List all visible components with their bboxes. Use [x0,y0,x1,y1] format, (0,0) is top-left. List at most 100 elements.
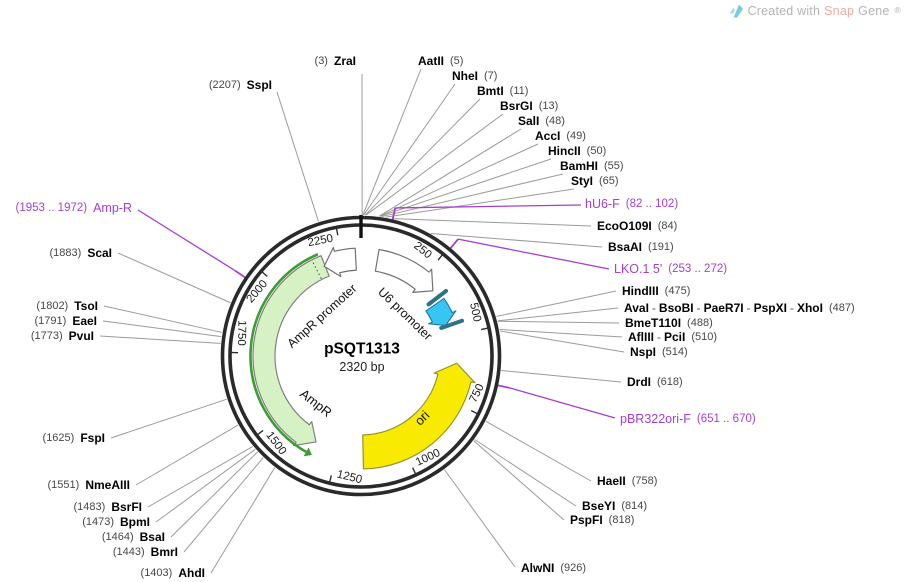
enzyme-leader-line [444,469,516,568]
watermark-brand-gene: Gene [858,4,890,18]
enzyme-label[interactable]: (1802) TsoI [36,299,98,313]
enzyme-label[interactable]: HaeII (758) [597,474,657,488]
enzyme-label[interactable]: (1773) PvuI [31,329,94,343]
enzyme-label[interactable]: HincII (50) [548,144,606,158]
enzyme-leader-line [381,173,564,218]
enzyme-leader-line [117,252,231,304]
enzyme-leader-line [430,232,603,248]
enzyme-leader-line [379,143,539,217]
enzyme-leader-line [155,448,256,523]
primer-leader-line [137,209,236,272]
feature-label-u6-promoter[interactable]: U6 promoter [375,285,435,343]
plasmid-size: 2320 bp [339,360,384,374]
enzyme-label[interactable]: NheI (7) [452,69,497,83]
enzyme-label[interactable]: (1443) BmrI [113,545,178,559]
enzyme-leader-line [497,320,620,324]
insert-boundary-mark [426,289,449,307]
enzyme-label[interactable]: (1883) ScaI [50,246,112,260]
bp-tick-label: 2250 [307,233,334,250]
enzyme-label[interactable]: (1551) NmeAIII [48,478,130,492]
enzyme-leader-line [497,307,619,322]
enzyme-leader-line [474,439,577,507]
bp-tick-label: 1250 [336,469,364,487]
enzyme-label[interactable]: AflIII - PciI (510) [628,330,717,344]
enzyme-leader-line [276,91,319,222]
enzyme-label[interactable]: AatII (5) [418,54,463,68]
primer-leader-line [458,238,610,270]
feature-label-ampr-cds[interactable]: AmpR [297,386,335,420]
primer-hook [234,269,246,279]
bp-tick [328,475,332,484]
enzyme-leader-line [147,445,254,508]
enzyme-label[interactable]: PspFI (818) [570,513,634,527]
bp-tick [255,429,264,437]
feature-u6-promoter[interactable] [374,248,434,293]
bp-tick [260,270,268,277]
enzyme-label[interactable]: HindIII (475) [622,284,690,298]
enzyme-label[interactable]: NspI (514) [630,345,688,359]
enzyme-label[interactable]: AccI (49) [535,129,586,143]
enzyme-leader-line [183,457,264,553]
enzyme-leader-line [363,83,456,216]
enzyme-label[interactable]: AlwNI (926) [521,561,586,575]
enzyme-leader-line [501,369,622,383]
enzyme-leader-line [473,440,565,521]
feature-ampr-promoter[interactable] [323,246,357,278]
snapgene-logo-icon [729,4,743,18]
primer-hook [497,384,510,389]
primer-label[interactable]: (1953 .. 1972) Amp-R [15,201,132,215]
bp-tick-label: 1750 [235,320,248,346]
feature-ori[interactable] [362,362,476,470]
feature-boundary-dotted [311,260,322,279]
enzyme-leader-line [135,424,239,486]
enzyme-leader-line [110,398,227,439]
plasmid-name: pSQT1313 [324,341,400,358]
enzyme-leader-line [103,305,223,333]
enzyme-label[interactable]: (3) ZraI [315,54,356,68]
enzyme-leader-line [496,290,617,317]
ampr-gene-arrowhead [303,447,312,457]
bp-tick [480,327,490,331]
enzyme-label[interactable]: BsrGI (13) [500,99,558,113]
primer-leader-line [509,387,616,419]
enzyme-label[interactable]: DrdI (618) [627,375,683,389]
enzyme-label[interactable]: StyI (65) [571,174,619,188]
enzyme-label[interactable]: BamHI (55) [560,159,624,173]
enzyme-leader-line [499,328,623,338]
enzyme-label[interactable]: EcoO109I (84) [597,219,677,233]
primer-leader-line [395,204,582,209]
bp-tick-label: 500 [467,302,483,323]
primer-hook [391,207,397,220]
enzyme-label[interactable]: BseYI (814) [582,499,647,513]
primer-label[interactable]: hU6-F (82 .. 102) [585,197,678,211]
feature-insert-arrow[interactable] [425,297,457,326]
enzyme-label[interactable]: (1403) AhdI [141,566,205,580]
enzyme-label[interactable]: BmtI (11) [477,84,528,98]
enzyme-label[interactable]: (2207) SspI [209,78,272,92]
enzyme-leader-line [210,467,276,574]
enzyme-label[interactable]: SalI (48) [518,114,565,128]
enzyme-leader-line [364,98,481,216]
primer-label[interactable]: LKO.1 5' (253 .. 272) [614,262,727,276]
enzyme-label[interactable]: (1483) BsrFI [74,500,142,514]
enzyme-label[interactable]: BmeT110I (488) [625,316,713,330]
enzyme-label[interactable]: (1791) EaeI [35,314,97,328]
watermark-registered-mark: ® [894,5,901,15]
enzyme-label[interactable]: (1625) FspI [43,431,105,445]
enzyme-label[interactable]: (1464) BsaI [102,530,165,544]
enzyme-leader-line [365,113,504,216]
primer-hook [449,238,459,249]
enzyme-label[interactable]: BsaAI (191) [608,240,674,254]
bp-tick [412,467,417,476]
logo-shape-right [733,4,743,18]
watermark-brand-snap: Snap [824,4,855,18]
enzyme-label[interactable]: (1473) BpmI [82,515,150,529]
primer-label[interactable]: pBR322ori-F (651 .. 670) [620,412,756,426]
enzyme-leader-line [102,320,222,338]
enzyme-leader-line [379,158,552,217]
feature-ampr-cds[interactable] [252,255,330,447]
enzyme-label[interactable]: AvaI - BsoBI - PaeR7I - PspXI - XhoI (487) [624,301,855,315]
bp-tick-label: 1500 [263,430,288,458]
insert-boundary-mark [439,318,465,330]
